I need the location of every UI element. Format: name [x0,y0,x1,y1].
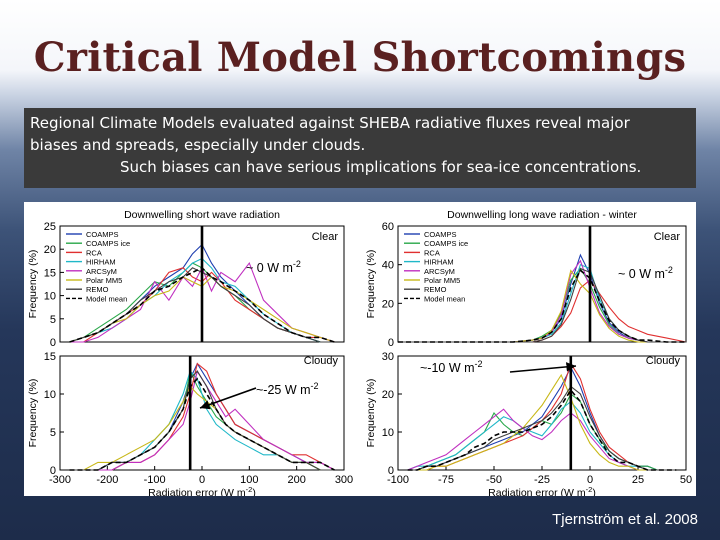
legend-entry: REMO [86,285,109,294]
x-tick-label: -50 [486,474,502,486]
legend-entry: COAMPS ice [424,239,468,248]
y-tick-label: 0 [388,465,394,477]
plot-area [59,355,345,471]
plot-area [397,355,687,471]
y-axis-label: Frequency (%) [365,379,377,448]
condition-label: Clear [312,231,339,243]
legend-entry: HIRHAM [86,258,116,267]
x-axis-label: Radiation error (W m-2) [488,485,596,496]
y-tick-label: 20 [382,298,394,310]
legend-entry: Polar MM5 [86,276,122,285]
panel-sw-cloudy: Cloudy 0 5 10 15 -300 -200 -100 0 100 200 300 Freque… [27,351,353,486]
y-axis-label: Frequency (%) [27,379,39,448]
legend-entry: HIRHAM [424,258,454,267]
y-axis-label: Frequency (%) [365,250,377,319]
y-tick-label: 15 [44,267,56,279]
condition-label: Clear [654,231,681,243]
x-tick-label: 100 [240,474,258,486]
legend-entry: Model mean [424,294,465,303]
annotation-arrow [509,362,577,373]
x-tick-label: 0 [587,474,593,486]
x-tick-label: -100 [387,474,409,486]
bias-annotation: ~-10 W m-2 [420,359,483,375]
bias-annotation: ~ 0 W m-2 [618,265,673,281]
panel-sw-clear: Downwelling short wave radiation Clear 0 5 1… [27,209,345,349]
panel-lw-cloudy: Cloudy 0 10 20 30 -100 -75 -50 -25 0 25 50 Frequency… [365,351,692,486]
y-tick-label: 30 [382,351,394,363]
legend-entry: RCA [424,248,440,257]
annotation-arrow [199,387,257,410]
series-line-model-mean [69,377,335,471]
chart-title: Downwelling short wave radiation [124,209,280,221]
x-tick-label: 0 [199,474,205,486]
legend-entry: ARCSyM [86,267,117,276]
series-line-hirham [407,400,677,471]
legend-entry: RCA [86,248,102,257]
plot-area [397,225,687,343]
legend-entry: Polar MM5 [424,276,460,285]
x-tick-label: -25 [534,474,550,486]
y-tick-label: 0 [50,337,56,349]
y-tick-label: 5 [50,314,56,326]
legend-entry: COAMPS [424,230,457,239]
y-tick-label: 20 [382,389,394,401]
radiation-error-figure: Downwelling short wave radiation Clear 0 5 1… [24,202,696,496]
x-tick-label: 300 [335,474,353,486]
y-tick-label: 15 [44,351,56,363]
x-tick-label: 50 [680,474,692,486]
x-tick-label: 25 [632,474,644,486]
legend-entry: COAMPS [86,230,119,239]
slide-title: Critical Model Shortcomings [33,34,687,81]
y-tick-label: 60 [382,221,394,233]
legend-entry: Model mean [86,294,127,303]
y-axis-label: Frequency (%) [27,250,39,319]
y-tick-label: 20 [44,244,56,256]
series-line-model-mean [407,388,677,471]
bias-annotation: ~-25 W m-2 [256,381,319,397]
legend-entry: COAMPS ice [86,239,130,248]
y-tick-label: 25 [44,221,56,233]
series-line-model-mean [398,269,686,343]
y-tick-label: 10 [44,291,56,303]
legend-entry: ARCSyM [424,267,455,276]
y-tick-label: 5 [50,427,56,439]
citation: Tjernström et al. 2008 [552,511,698,528]
figure-svg: Downwelling short wave radiation Clear 0 5 1… [27,209,692,496]
summary-callout: Regional Climate Models evaluated agains… [24,108,696,188]
condition-label: Cloudy [646,355,681,367]
y-tick-label: 10 [44,389,56,401]
chart-title: Downwelling long wave radiation - winter [447,209,637,221]
x-tick-label: -300 [49,474,71,486]
x-tick-label: 200 [287,474,305,486]
bias-annotation: ~ 0 W m-2 [246,259,301,275]
callout-line-2: biases and spreads, especially under clo… [30,136,366,154]
legend-entry: REMO [424,285,447,294]
series-line-polar-mm5 [407,373,677,471]
y-tick-label: 0 [388,337,394,349]
x-tick-label: -75 [438,474,454,486]
y-tick-label: 40 [382,260,394,272]
callout-line-3: Such biases can have serious implication… [120,158,642,176]
x-axis-label: Radiation error (W m-2) [148,485,256,496]
y-tick-label: 10 [382,427,394,439]
y-tick-label: 0 [50,465,56,477]
x-tick-label: -200 [96,474,118,486]
condition-label: Cloudy [304,355,339,367]
callout-line-1: Regional Climate Models evaluated agains… [30,114,630,132]
x-tick-label: -100 [144,474,166,486]
panel-lw-clear: Downwelling long wave radiation - winter… [365,209,687,349]
